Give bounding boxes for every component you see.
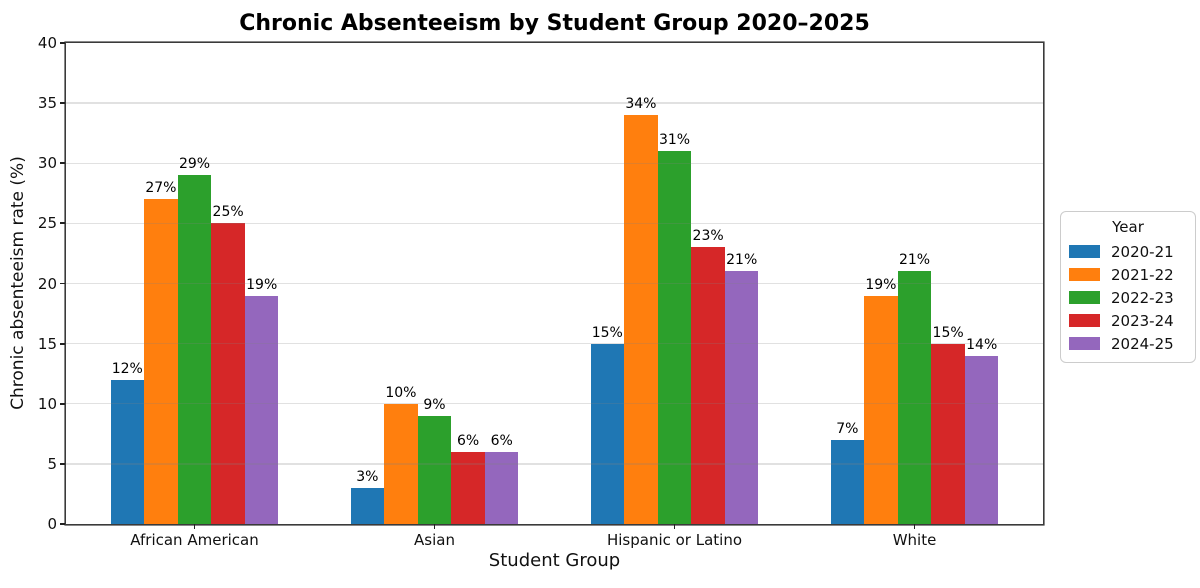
legend-entry-label: 2020-21 — [1111, 242, 1174, 261]
y-tick-label: 5 — [47, 454, 57, 473]
gridline — [66, 282, 1043, 285]
x-axis-tick — [673, 524, 676, 529]
legend-swatch — [1069, 268, 1100, 281]
bar-label: 34% — [625, 96, 657, 113]
bar — [484, 451, 519, 524]
bar-label: 31% — [658, 132, 691, 149]
legend-title: Year — [1112, 218, 1144, 236]
bar — [931, 343, 965, 524]
bar-label: 6% — [490, 432, 513, 449]
y-tick-label: 30 — [37, 154, 57, 173]
x-tick-label: African American — [130, 531, 259, 549]
gridline — [66, 403, 1043, 405]
y-axis-tick — [60, 523, 65, 525]
bar — [144, 199, 178, 524]
legend-entry-label: 2022-23 — [1111, 288, 1174, 307]
bar-label: 14% — [966, 336, 998, 353]
legend-entry: 2022-23 — [1069, 286, 1187, 309]
legend-entry: 2021-22 — [1069, 263, 1187, 286]
bar-label: 23% — [692, 228, 724, 245]
bar-label: 21% — [898, 252, 931, 269]
legend-entry: 2023-24 — [1069, 309, 1187, 332]
legend-entry-label: 2024-25 — [1111, 334, 1174, 353]
y-tick-label: 40 — [37, 34, 57, 52]
bar-label: 15% — [932, 324, 964, 341]
bar — [657, 151, 692, 524]
x-axis-tick — [433, 524, 436, 529]
bar — [417, 415, 452, 524]
gridline — [66, 102, 1043, 104]
bar-label: 21% — [726, 252, 758, 269]
bar-label: 6% — [456, 432, 480, 449]
y-axis-tick — [60, 282, 65, 285]
legend-entry-label: 2021-22 — [1111, 265, 1174, 284]
y-axis-tick — [60, 462, 65, 465]
bar — [864, 295, 898, 524]
y-tick-label: 15 — [37, 334, 57, 353]
bar-label: 3% — [356, 468, 379, 485]
y-tick-label: 25 — [37, 214, 57, 233]
bar-label: 27% — [145, 180, 177, 197]
legend-swatch — [1069, 314, 1100, 327]
bar-label: 29% — [178, 156, 211, 173]
x-axis-tick — [193, 524, 196, 529]
legend-entry: 2020-21 — [1069, 240, 1187, 263]
legend-swatch — [1069, 245, 1100, 258]
y-axis-tick — [60, 402, 65, 405]
bar-label: 9% — [423, 396, 446, 413]
x-axis-label: Student Group — [488, 550, 621, 571]
bar — [350, 487, 385, 524]
bar — [897, 271, 932, 524]
y-tick-label: 35 — [37, 94, 57, 113]
legend-swatch — [1069, 291, 1100, 304]
x-tick-label: Asian — [414, 531, 455, 549]
y-tick-label: 20 — [37, 274, 57, 293]
y-axis-tick — [60, 342, 65, 345]
bar — [691, 247, 725, 524]
bar — [590, 343, 625, 524]
y-axis-tick — [60, 162, 65, 165]
chart-title: Chronic Absenteeism by Student Group 202… — [239, 11, 870, 36]
y-axis-tick — [60, 42, 65, 44]
plot-area: 12% 27% 29% 25% 19% 3% 10% 9% 6% 6% 15% 34% 31% 23% 21… — [66, 43, 1043, 524]
y-axis-tick — [60, 102, 65, 105]
bar-label: 19% — [865, 276, 897, 293]
bar — [451, 451, 485, 524]
legend-entry: 2024-25 — [1069, 332, 1187, 355]
y-axis-tick — [60, 222, 65, 225]
bar — [724, 271, 759, 524]
bar — [211, 223, 245, 524]
bar — [110, 379, 145, 524]
gridline — [66, 342, 1043, 345]
bar — [830, 439, 865, 524]
bar — [964, 355, 999, 524]
gridline — [66, 162, 1043, 164]
y-tick-label: 10 — [37, 394, 57, 413]
bar-label: 7% — [836, 420, 859, 437]
bar-label: 10% — [385, 384, 417, 401]
bar — [244, 295, 279, 524]
x-tick-label: White — [892, 531, 937, 549]
bar — [177, 175, 212, 524]
bar-label: 12% — [111, 360, 143, 377]
bar — [624, 115, 658, 524]
legend-swatch — [1069, 337, 1100, 350]
x-axis-tick — [913, 524, 916, 529]
x-tick-label: Hispanic or Latino — [606, 531, 743, 549]
gridline — [66, 222, 1043, 225]
bar-label: 19% — [246, 276, 278, 293]
y-tick-label: 0 — [47, 515, 57, 533]
bar-label: 15% — [591, 324, 623, 341]
legend-entries: 2020-21 2021-22 2022-23 2023-24 2024-25 — [1069, 240, 1187, 355]
gridline — [66, 463, 1043, 465]
bar-label: 25% — [212, 204, 244, 221]
bar — [384, 403, 418, 524]
legend-entry-label: 2023-24 — [1111, 311, 1174, 330]
legend: Year 2020-21 2021-22 2022-23 2023-24 2024-25 — [1060, 211, 1196, 363]
